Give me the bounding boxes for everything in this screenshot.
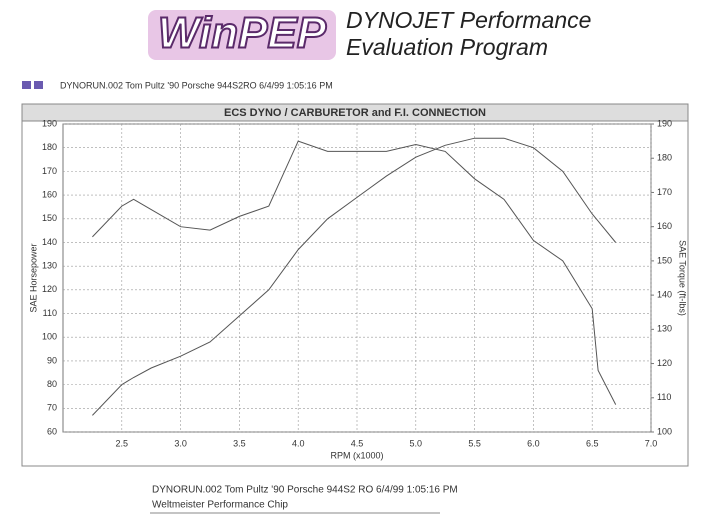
y2-tick-label: 160 [657, 221, 672, 231]
y2-tick-label: 140 [657, 289, 672, 299]
x-tick-label: 5.0 [410, 438, 423, 448]
chart-title: ECS DYNO / CARBURETOR and F.I. CONNECTIO… [224, 107, 486, 119]
y-tick-label: 160 [42, 189, 57, 199]
y-tick-label: 70 [47, 403, 57, 413]
y2-tick-label: 150 [657, 255, 672, 265]
y2-tick-label: 110 [657, 392, 671, 402]
icon [22, 81, 31, 89]
y-tick-label: 80 [47, 379, 57, 389]
footer-run-info: DYNORUN.002 Tom Pultz '90 Porsche 944S2 … [152, 485, 458, 496]
footer-note: Weltmeister Performance Chip [152, 500, 288, 511]
tagline: Evaluation Program [346, 34, 548, 60]
run-info: DYNORUN.002 Tom Pultz '90 Porsche 944S2R… [60, 80, 333, 90]
y-tick-label: 110 [43, 308, 57, 318]
x-tick-label: 5.5 [468, 438, 481, 448]
x-tick-label: 3.5 [233, 438, 246, 448]
logo-bg [148, 10, 336, 60]
y2-tick-label: 130 [657, 324, 672, 334]
x-tick-label: 7.0 [645, 438, 658, 448]
y-tick-label: 140 [42, 237, 57, 247]
logo: WinPEP [158, 9, 327, 58]
y-tick-label: 170 [42, 166, 57, 176]
y-tick-label: 150 [42, 213, 57, 223]
y2-tick-label: 170 [657, 187, 672, 197]
x-tick-label: 6.5 [586, 438, 599, 448]
tagline: DYNOJET Performance [346, 7, 591, 33]
y-tick-label: 180 [42, 142, 57, 152]
x-tick-label: 4.0 [292, 438, 305, 448]
y-tick-label: 130 [42, 261, 57, 271]
y2-axis-label: SAE Torque (ft-lbs) [678, 240, 688, 316]
x-tick-label: 4.5 [351, 438, 364, 448]
y2-tick-label: 190 [657, 118, 672, 128]
y-tick-label: 190 [42, 118, 57, 128]
y-tick-label: 90 [47, 355, 57, 365]
icon [34, 81, 43, 89]
series-line [92, 137, 617, 416]
y-tick-label: 120 [42, 284, 57, 294]
y2-tick-label: 180 [657, 153, 672, 163]
title-bar [21, 103, 689, 122]
y2-tick-label: 120 [657, 358, 672, 368]
y2-tick-label: 100 [657, 426, 672, 436]
series-line [92, 140, 617, 405]
x-tick-label: 2.5 [116, 438, 129, 448]
x-axis-label: RPM (x1000) [330, 450, 383, 460]
y-tick-label: 60 [47, 426, 57, 436]
y-tick-label: 100 [42, 332, 57, 342]
x-tick-label: 3.0 [174, 438, 187, 448]
x-tick-label: 6.0 [527, 438, 540, 448]
y-axis-label: SAE Horsepower [28, 243, 38, 312]
